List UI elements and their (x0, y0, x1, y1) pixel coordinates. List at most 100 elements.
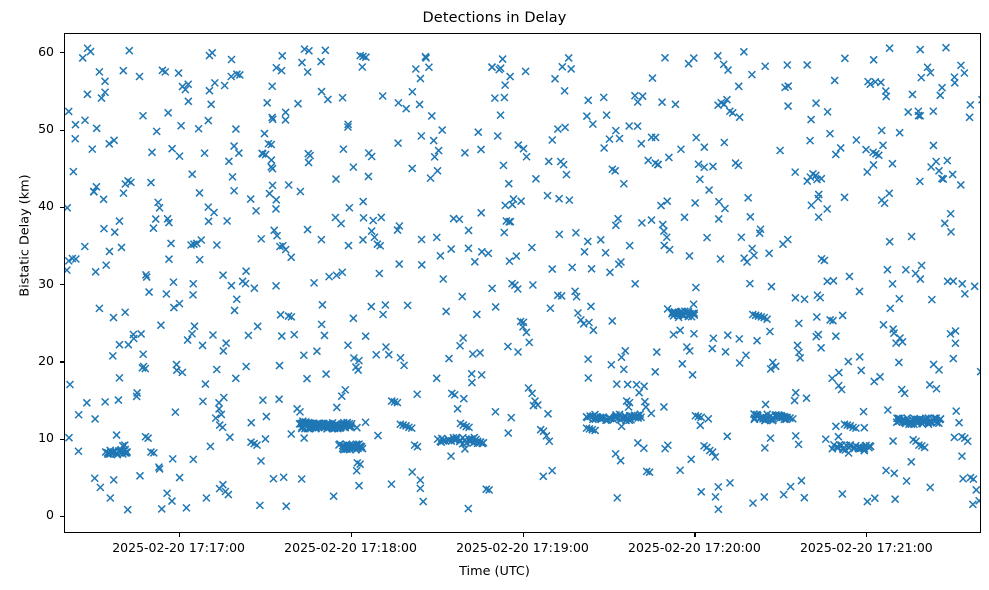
scatter-marker (96, 483, 105, 492)
scatter-marker (102, 261, 111, 270)
y-tick-label: 60 (38, 43, 54, 59)
scatter-marker (613, 493, 622, 502)
scatter-marker (696, 421, 705, 430)
scatter-marker (633, 97, 642, 107)
scatter-marker (204, 116, 213, 125)
scatter-marker (74, 410, 83, 419)
scatter-marker (614, 260, 623, 269)
scatter-marker (644, 156, 653, 165)
scatter-marker (375, 269, 384, 278)
scatter-marker (381, 342, 390, 352)
scatter-marker (550, 74, 560, 83)
scatter-marker (222, 339, 231, 348)
scatter-marker (268, 115, 277, 124)
scatter-marker (303, 67, 312, 77)
scatter-marker (341, 385, 350, 394)
scatter-marker (220, 81, 229, 90)
scatter-marker (714, 505, 723, 514)
scatter-marker (765, 249, 774, 258)
scatter-marker (227, 55, 236, 64)
scatter-marker (141, 270, 150, 279)
scatter-marker (885, 189, 894, 198)
scatter-marker (212, 365, 221, 374)
scatter-marker (345, 203, 354, 212)
scatter-marker (705, 186, 714, 195)
scatter-marker (71, 120, 80, 129)
scatter-marker (312, 347, 321, 356)
scatter-marker (664, 153, 673, 162)
scatter-marker (955, 418, 964, 427)
scatter-marker (553, 125, 562, 134)
scatter-marker (883, 405, 892, 415)
scatter-marker (859, 407, 868, 416)
plot-area (64, 33, 981, 533)
scatter-marker (617, 353, 626, 362)
scatter-marker (395, 221, 404, 231)
scatter-marker (416, 484, 425, 493)
scatter-marker (611, 449, 620, 458)
scatter-marker (281, 115, 290, 124)
scatter-marker (395, 260, 404, 269)
scatter-marker (741, 351, 751, 360)
scatter-marker (331, 175, 341, 184)
scatter-marker (855, 352, 864, 361)
scatter-marker (318, 300, 327, 309)
x-tick-label: 2025-02-20 17:19:00 (456, 540, 589, 555)
scatter-marker (623, 380, 632, 389)
scatter-marker (244, 331, 253, 340)
x-tick-label: 2025-02-20 17:18:00 (284, 540, 417, 555)
scatter-marker (115, 373, 124, 382)
scatter-marker (474, 128, 483, 137)
scatter-marker (784, 102, 793, 111)
scatter-marker (141, 432, 150, 441)
scatter-marker (83, 44, 92, 53)
scatter-marker (417, 235, 426, 244)
scatter-marker (257, 149, 267, 158)
scatter-marker (665, 245, 674, 254)
scatter-marker (317, 320, 326, 329)
scatter-marker (459, 333, 468, 343)
scatter-marker (714, 482, 723, 491)
scatter-marker (296, 187, 305, 196)
scatter-marker (257, 234, 266, 243)
scatter-marker (168, 144, 177, 153)
scatter-marker (653, 160, 662, 169)
scatter-marker (969, 475, 978, 484)
scatter-marker (65, 107, 73, 116)
scatter-marker (960, 289, 969, 298)
scatter-marker (783, 60, 792, 70)
scatter-marker (669, 330, 678, 339)
scatter-marker (83, 90, 92, 99)
scatter-marker (304, 46, 313, 55)
scatter-marker (608, 316, 617, 325)
scatter-marker (619, 365, 628, 374)
scatter-marker (476, 145, 486, 154)
scatter-marker (512, 252, 521, 261)
scatter-marker (110, 136, 119, 145)
scatter-marker (763, 315, 772, 324)
scatter-marker (857, 366, 866, 375)
scatter-marker (197, 235, 206, 245)
y-tick-mark (60, 438, 64, 440)
scatter-marker (817, 174, 826, 183)
scatter-marker (152, 127, 161, 136)
scatter-marker (290, 330, 299, 339)
scatter-marker (924, 418, 933, 427)
scatter-marker (413, 390, 422, 399)
scatter-marker (211, 414, 220, 423)
scatter-marker (436, 251, 445, 260)
scatter-marker (968, 500, 977, 509)
scatter-marker (198, 341, 207, 350)
scatter-marker (302, 374, 312, 383)
scatter-marker (460, 148, 469, 157)
scatter-marker (589, 326, 598, 335)
scatter-marker (863, 497, 872, 506)
scatter-marker (493, 131, 502, 141)
scatter-marker (154, 198, 163, 207)
scatter-marker (252, 206, 261, 215)
scatter-marker (378, 91, 387, 101)
scatter-marker (227, 72, 236, 81)
scatter-marker (956, 61, 965, 70)
scatter-marker (812, 312, 821, 322)
scatter-marker (528, 389, 537, 398)
